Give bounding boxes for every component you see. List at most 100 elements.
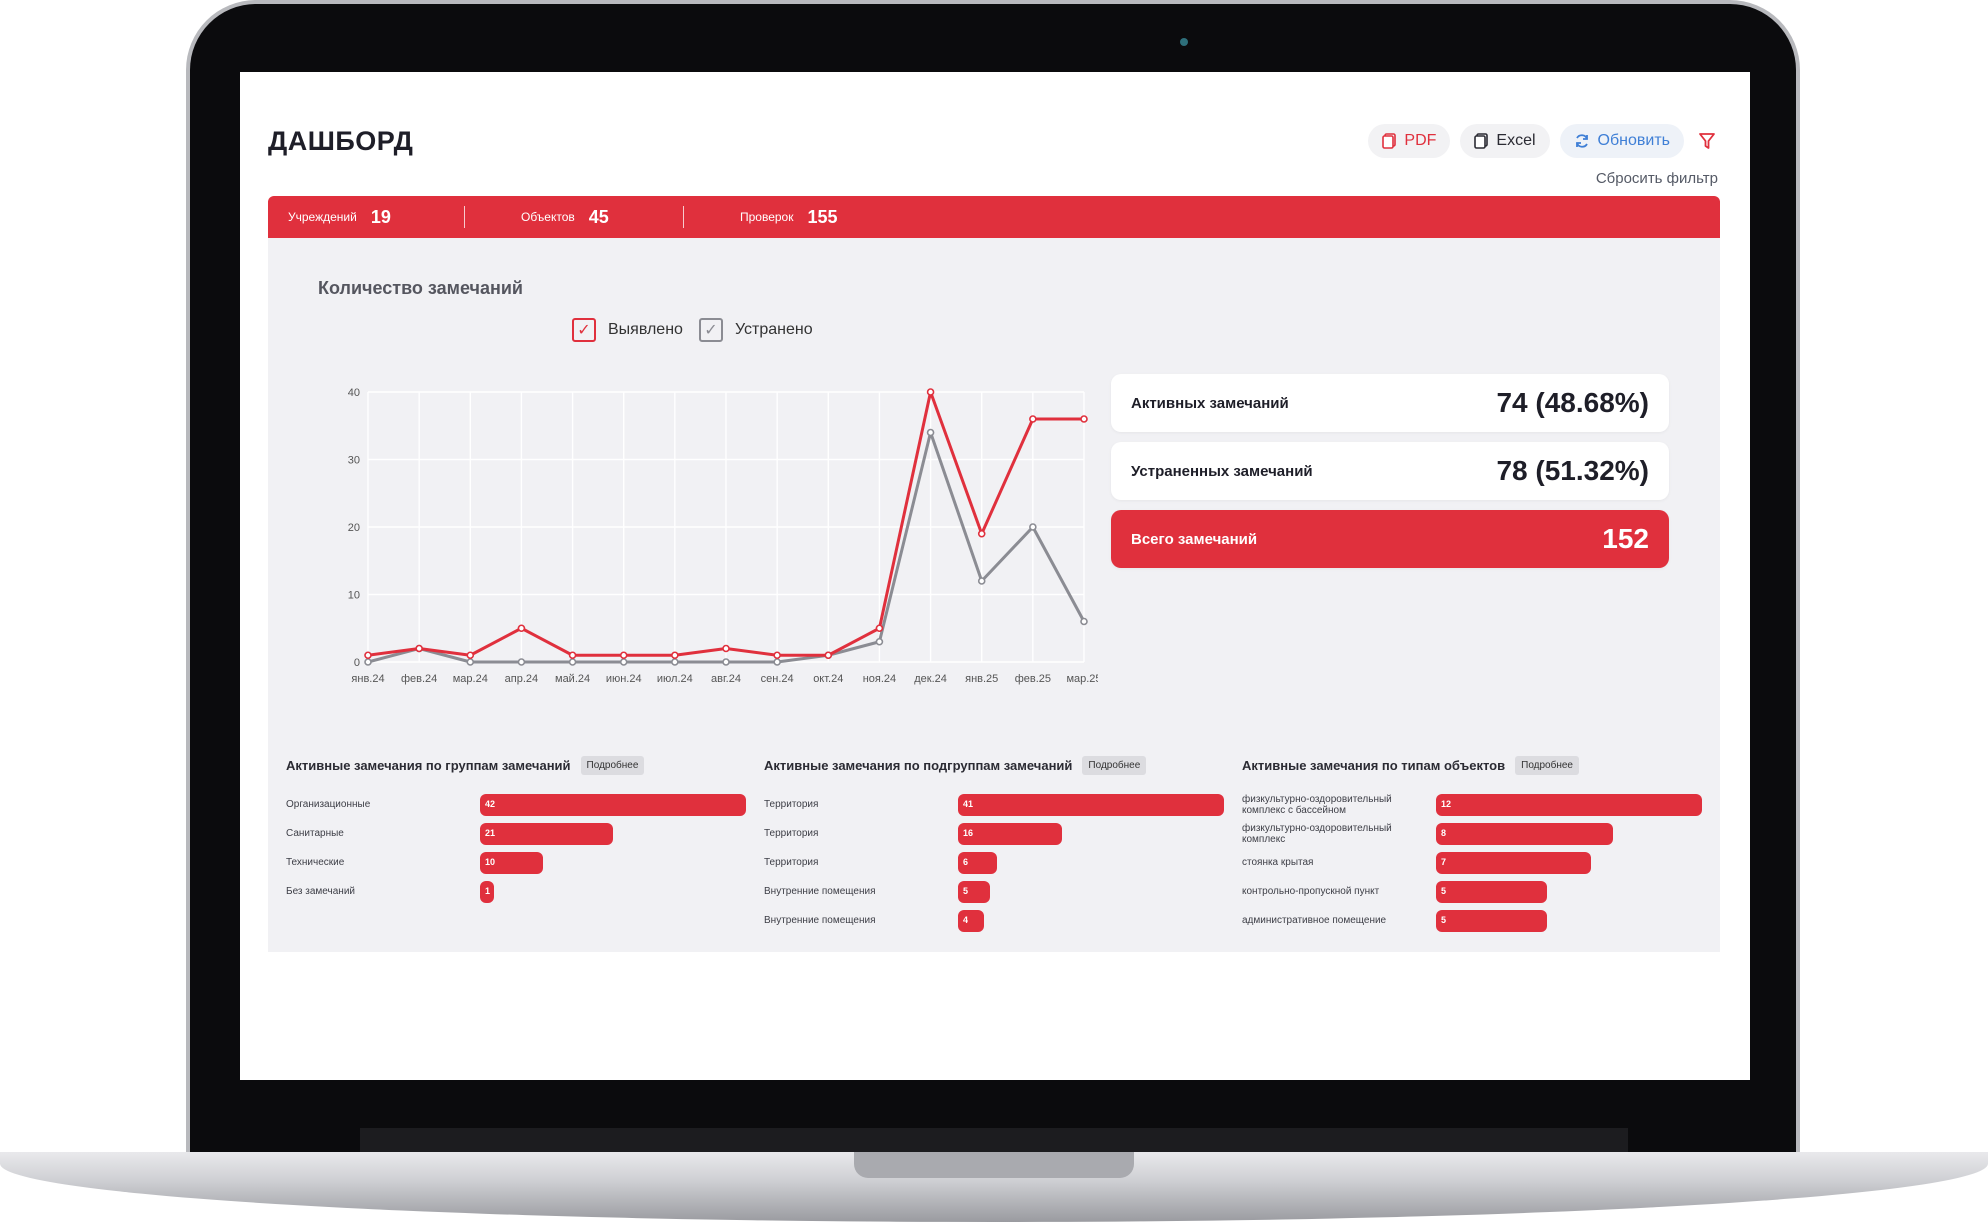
x-tick-label: окт.24 <box>813 673 843 685</box>
filter-icon[interactable] <box>1694 124 1720 158</box>
dashboard-screen: ДАШБОРД PDF Excel Обновить <box>240 72 1750 1080</box>
data-point <box>568 651 577 660</box>
bar-value: 5 <box>1441 885 1447 896</box>
bar[interactable]: 42 <box>480 793 746 816</box>
kpi-label: Активных замечаний <box>1131 394 1289 412</box>
bar-track: 7 <box>1436 851 1702 874</box>
bar[interactable]: 16 <box>958 822 1062 845</box>
x-tick-label: июн.24 <box>606 673 642 685</box>
x-tick-label: фев.25 <box>1015 673 1051 685</box>
y-tick-label: 40 <box>348 387 360 399</box>
refresh-button-label: Обновить <box>1597 132 1670 149</box>
toolbar: PDF Excel Обновить <box>1368 124 1720 158</box>
bar-track: 41 <box>958 793 1224 816</box>
stat-label: Учреждений <box>288 210 357 224</box>
bar-label: Внутренние помещения <box>764 886 876 897</box>
bar-row: Организационные 42 <box>286 790 746 819</box>
y-tick-label: 30 <box>348 455 360 467</box>
kpi-value: 152 <box>1602 523 1649 554</box>
bar[interactable]: 8 <box>1436 822 1614 845</box>
bar-value: 5 <box>1441 914 1447 925</box>
bar-value: 1 <box>485 885 491 896</box>
bar[interactable]: 10 <box>480 851 544 874</box>
bar[interactable]: 5 <box>1436 880 1547 903</box>
bar[interactable]: 6 <box>958 851 997 874</box>
bar-row: контрольно-пропускной пункт 5 <box>1242 877 1702 906</box>
bar[interactable]: 21 <box>480 822 613 845</box>
stat-divider <box>683 206 684 228</box>
bar-row: административное помещение 5 <box>1242 906 1702 935</box>
bar-value: 42 <box>485 798 496 809</box>
bar[interactable]: 41 <box>958 793 1224 816</box>
stat-label: Проверок <box>740 210 794 224</box>
data-point <box>926 428 935 437</box>
document-icon <box>1474 133 1489 149</box>
bar-row: Территория 6 <box>764 848 1224 877</box>
data-point <box>722 658 730 666</box>
bar[interactable]: 4 <box>958 909 984 932</box>
data-point <box>1029 523 1037 531</box>
bar-label: Санитарные <box>286 828 344 839</box>
kpi-total: Всего замечаний 152 <box>1111 510 1669 568</box>
data-point <box>415 644 423 653</box>
more-button[interactable]: Подробнее <box>1515 755 1579 775</box>
bar-label: Территория <box>764 857 819 868</box>
bar-group-1: Активные замечания по подгруппам замечан… <box>764 754 1224 935</box>
bar-row: Внутренние помещения 5 <box>764 877 1224 906</box>
kpi-label: Всего замечаний <box>1131 530 1258 548</box>
bar[interactable]: 7 <box>1436 851 1592 874</box>
checkbox-checked-icon[interactable]: ✓ <box>572 318 596 342</box>
legend-item-fixed[interactable]: ✓ Устранено <box>698 318 813 342</box>
x-tick-label: дек.24 <box>914 673 947 685</box>
x-tick-label: янв.25 <box>965 673 998 685</box>
refresh-icon <box>1575 134 1588 148</box>
bar-label: Без замечаний <box>286 886 355 897</box>
camera-dot <box>1180 38 1188 46</box>
data-point <box>517 658 526 666</box>
checkbox-checked-icon[interactable]: ✓ <box>698 318 723 342</box>
data-point <box>773 651 781 660</box>
excel-button[interactable]: Excel <box>1460 124 1550 158</box>
bar-track: 8 <box>1436 822 1702 845</box>
chart-title: Количество замечаний <box>318 278 523 298</box>
bar-track: 5 <box>958 880 1224 903</box>
bar-row: Внутренние помещения 4 <box>764 906 1224 935</box>
refresh-button[interactable]: Обновить <box>1559 124 1684 158</box>
data-point <box>722 644 730 653</box>
data-point <box>977 529 986 538</box>
stat-value: 155 <box>807 206 838 227</box>
pdf-button[interactable]: PDF <box>1368 124 1451 158</box>
bar-value: 5 <box>963 885 969 896</box>
reset-filter-link[interactable]: Сбросить фильтр <box>1595 170 1718 187</box>
stat-value: 45 <box>588 206 609 227</box>
data-point <box>568 658 577 666</box>
bar[interactable]: 5 <box>958 880 991 903</box>
data-point <box>671 658 679 666</box>
stat-objects: Объектов 45 <box>465 196 683 238</box>
kpi-active: Активных замечаний 74 (48.68%) <box>1111 374 1669 432</box>
more-button[interactable]: Подробнее <box>1082 755 1147 775</box>
bar-value: 16 <box>963 827 974 838</box>
bar-row: Технические 10 <box>286 848 746 877</box>
content-panel: Количество замечаний ✓ Выявлено ✓ Устран… <box>268 238 1720 952</box>
data-point <box>1029 415 1037 423</box>
group-header: Активные замечания по типам объектов Подр… <box>1242 754 1702 776</box>
bar-row: Без замечаний 1 <box>286 877 746 906</box>
kpi-fixed: Устраненных замечаний 78 (51.32%) <box>1111 442 1669 500</box>
bar[interactable]: 1 <box>480 880 494 903</box>
bar-track: 6 <box>958 851 1224 874</box>
bar-track: 16 <box>958 822 1224 845</box>
bar-group-0: Активные замечания по группам замечаний П… <box>286 754 746 906</box>
bar-track: 5 <box>1436 880 1702 903</box>
y-tick-label: 20 <box>348 522 360 534</box>
bar-row: стоянка крытая 7 <box>1242 848 1702 877</box>
bar-value: 12 <box>1441 798 1452 809</box>
bar[interactable]: 5 <box>1436 909 1547 932</box>
more-button[interactable]: Подробнее <box>580 755 645 775</box>
data-point <box>364 658 372 666</box>
legend-item-detected[interactable]: ✓ Выявлено <box>572 318 683 342</box>
bar[interactable]: 12 <box>1436 793 1702 816</box>
stat-value: 19 <box>370 206 391 227</box>
data-point <box>1080 415 1088 423</box>
bar-list: физкультурно-оздоровительный комплекс с … <box>1242 790 1702 935</box>
